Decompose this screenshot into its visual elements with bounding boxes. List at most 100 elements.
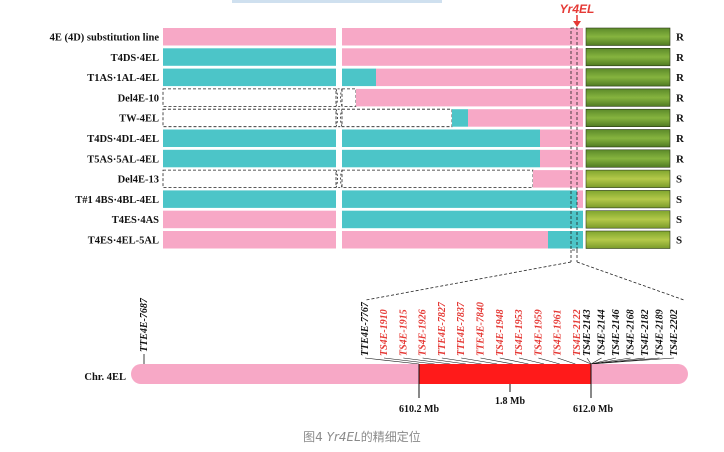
line-row: T4DS·4DL-4EL xyxy=(87,129,583,147)
interval-length: 1.8 Mb xyxy=(495,396,525,407)
line-label: TW-4EL xyxy=(119,114,159,125)
segment xyxy=(452,109,468,127)
centromere xyxy=(336,231,342,249)
segment xyxy=(560,210,577,229)
interval-red xyxy=(419,364,591,384)
marker-link xyxy=(557,357,576,365)
line-row: T4DS·4EL xyxy=(111,48,583,66)
segment xyxy=(575,28,583,46)
figure-caption: 图4 Yr4EL的精细定位 xyxy=(0,428,724,445)
resistance-label: R xyxy=(676,72,685,84)
segment xyxy=(356,88,575,107)
leaf-image xyxy=(585,169,671,188)
marker-link xyxy=(364,357,420,365)
line-label: Del4E-13 xyxy=(118,175,159,186)
resistance-label: R xyxy=(676,153,685,165)
leaf-image xyxy=(585,129,671,148)
segment xyxy=(575,48,583,66)
segment xyxy=(163,129,336,147)
line-row: TW-4EL xyxy=(119,108,583,128)
marker-link xyxy=(480,357,513,365)
line-row: T1AS·1AL-4EL xyxy=(87,68,583,87)
marker-label: TTE4E-7840 xyxy=(476,302,487,356)
marker-label: TS4E-2168 xyxy=(626,309,637,356)
segment xyxy=(560,28,575,46)
caption-suffix: 的精细定位 xyxy=(360,430,421,444)
centromere xyxy=(336,210,342,229)
marker-link xyxy=(422,357,466,365)
centromere xyxy=(335,108,343,128)
segment xyxy=(575,129,583,147)
marker-label: TTE4E-7767 xyxy=(360,301,371,356)
marker-labels: TTE4E-7687 TTE4E-7767 TS4E-1910 TS4E-1915 TS… xyxy=(139,297,680,365)
marker-link xyxy=(403,357,451,365)
centromere xyxy=(336,149,342,168)
centromere xyxy=(336,28,342,46)
chromosome-bar xyxy=(131,364,688,384)
marker-link xyxy=(586,357,592,365)
marker-link xyxy=(590,357,675,365)
segment xyxy=(342,28,560,46)
marker-link xyxy=(441,357,482,365)
resistance-label: S xyxy=(676,174,682,186)
leaf-image xyxy=(585,210,671,229)
segment xyxy=(163,28,336,46)
interval-start: 610.2 Mb xyxy=(399,404,439,415)
segment xyxy=(560,48,575,66)
segment xyxy=(163,190,336,208)
marker-label: TTE4E-7827 xyxy=(437,301,448,356)
line-label: Del4E-10 xyxy=(118,93,159,104)
marker-link xyxy=(590,357,602,365)
line-label: T4DS·4EL xyxy=(111,53,159,64)
segment xyxy=(341,88,357,107)
segment xyxy=(342,129,540,147)
line-label: T#1 4BS·4BL-4EL xyxy=(75,195,159,206)
zoom-line-right xyxy=(576,261,685,301)
line-row: T#1 4BS·4BL-4EL xyxy=(75,190,583,208)
marker-link xyxy=(499,357,529,365)
leaf-image xyxy=(585,47,671,67)
segment xyxy=(577,231,583,249)
marker-label: TS4E-2189 xyxy=(655,309,666,356)
chromosome-label: Chr. 4EL xyxy=(84,372,126,383)
segment xyxy=(533,170,575,188)
leaf-image xyxy=(585,108,671,127)
segment xyxy=(162,108,337,128)
line-label: T5AS·5AL-4EL xyxy=(87,154,159,165)
marker-link xyxy=(519,357,545,365)
segment xyxy=(575,170,583,188)
marker-label: TS4E-2146 xyxy=(611,309,622,356)
zoom-line-left xyxy=(365,261,572,301)
top-divider xyxy=(232,0,442,3)
segment xyxy=(163,68,336,87)
segment xyxy=(548,231,577,249)
resistance-label: R xyxy=(676,113,685,125)
segment xyxy=(341,169,534,189)
segment xyxy=(162,88,337,107)
segment xyxy=(342,210,560,229)
line-row: 4E (4D) substitution line xyxy=(50,28,583,46)
centromere xyxy=(336,129,342,147)
marker-label: TS4E-1961 xyxy=(553,309,564,356)
marker-label: TS4E-1915 xyxy=(398,309,409,356)
segment xyxy=(162,169,337,189)
resistance-label: S xyxy=(676,194,682,206)
segment xyxy=(163,149,336,168)
segment xyxy=(342,231,548,249)
segment xyxy=(560,68,583,87)
target-region-box xyxy=(570,27,578,251)
leaf-image xyxy=(585,88,671,107)
segment xyxy=(560,190,577,208)
resistance-label: R xyxy=(676,133,685,145)
caption-gene: Yr4EL xyxy=(326,430,361,444)
line-row: T5AS·5AL-4EL xyxy=(87,149,583,168)
resistance-label: R xyxy=(676,32,685,44)
line-row: Del4E-13 xyxy=(118,169,583,189)
centromere xyxy=(336,48,342,66)
left-marker-label: TTE4E-7687 xyxy=(139,297,150,352)
marker-link xyxy=(538,357,560,365)
marker-label: TS4E-1910 xyxy=(379,309,390,356)
marker-label: TS4E-1926 xyxy=(418,309,429,356)
